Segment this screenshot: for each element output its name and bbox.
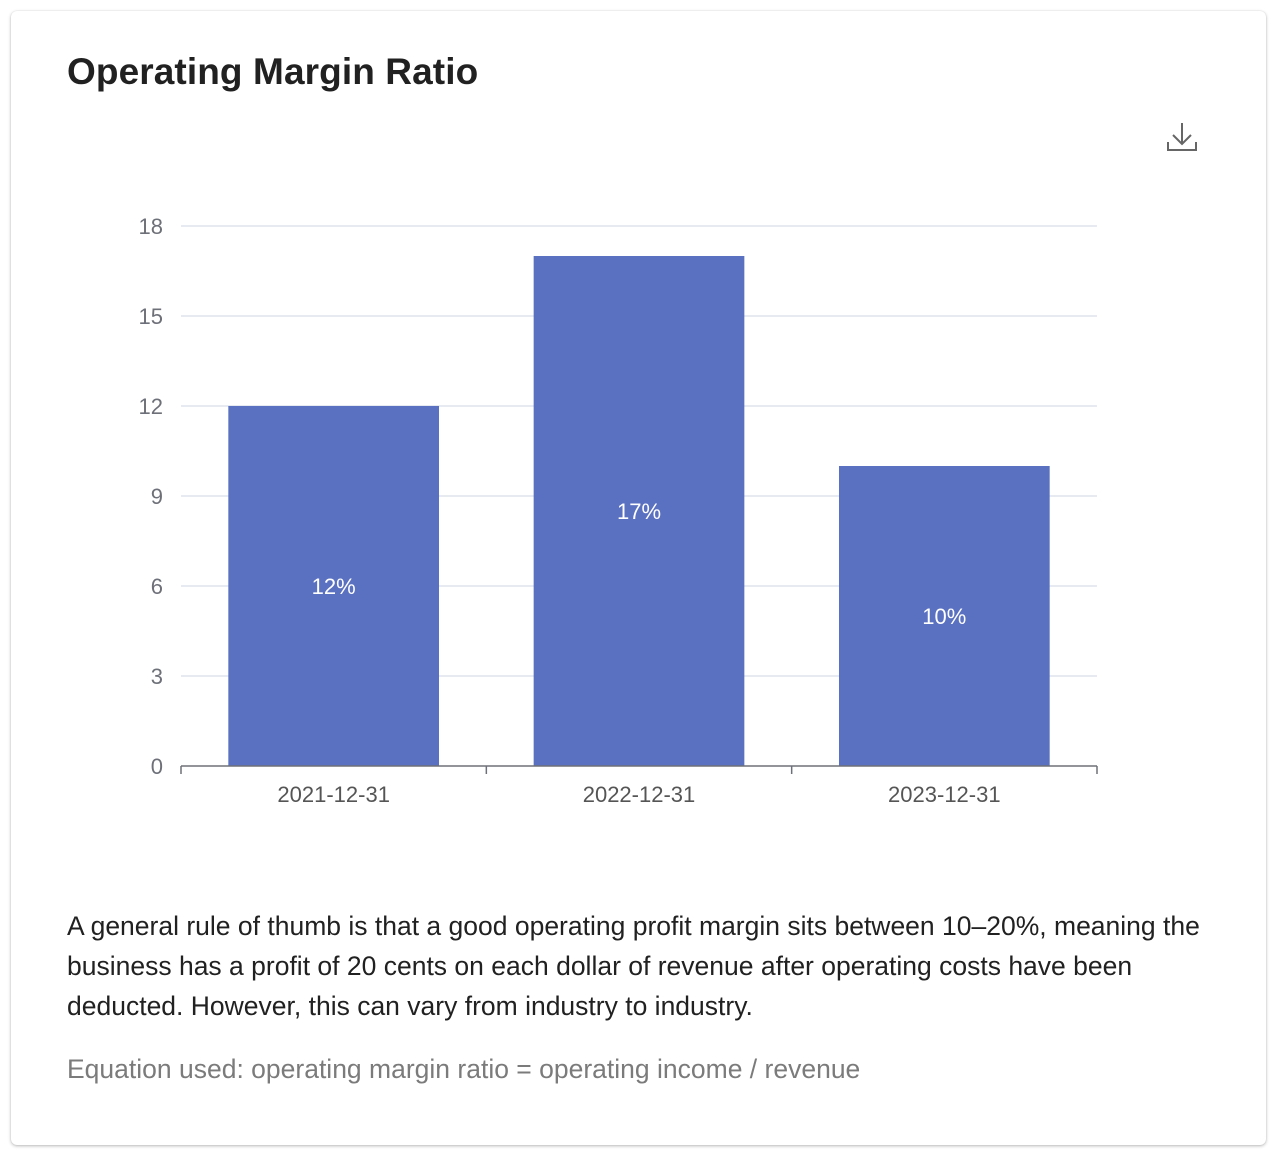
bar-data-label: 17%: [617, 499, 661, 524]
x-tick-label: 2021-12-31: [277, 782, 390, 807]
card-title: Operating Margin Ratio: [67, 51, 479, 92]
chart-card: Operating Margin Ratio 0 3 6 9 12 15 18 12% 17% 1…: [11, 11, 1266, 1145]
equation-text: Equation used: operating margin ratio = …: [67, 1054, 861, 1084]
bar: [533, 256, 745, 766]
x-tick-label: 2022-12-31: [583, 782, 696, 807]
y-tick-label: 6: [151, 574, 163, 599]
description-text: A general rule of thumb is that a good o…: [67, 911, 1200, 1021]
bar-data-label: 10%: [922, 604, 966, 629]
bar: [838, 466, 1050, 766]
y-tick-label: 15: [139, 304, 163, 329]
y-tick-label: 0: [151, 754, 163, 779]
download-icon[interactable]: [1164, 119, 1200, 155]
bar: [228, 406, 440, 766]
x-tick-label: 2023-12-31: [888, 782, 1001, 807]
y-tick-label: 9: [151, 484, 163, 509]
y-tick-label: 12: [139, 394, 163, 419]
bar-data-label: 12%: [312, 574, 356, 599]
bar-chart: 0 3 6 9 12 15 18 12% 17% 10% 2021-12-31 2022-12-31 2…: [139, 214, 1098, 807]
y-tick-label: 3: [151, 664, 163, 689]
y-tick-label: 18: [139, 214, 163, 239]
